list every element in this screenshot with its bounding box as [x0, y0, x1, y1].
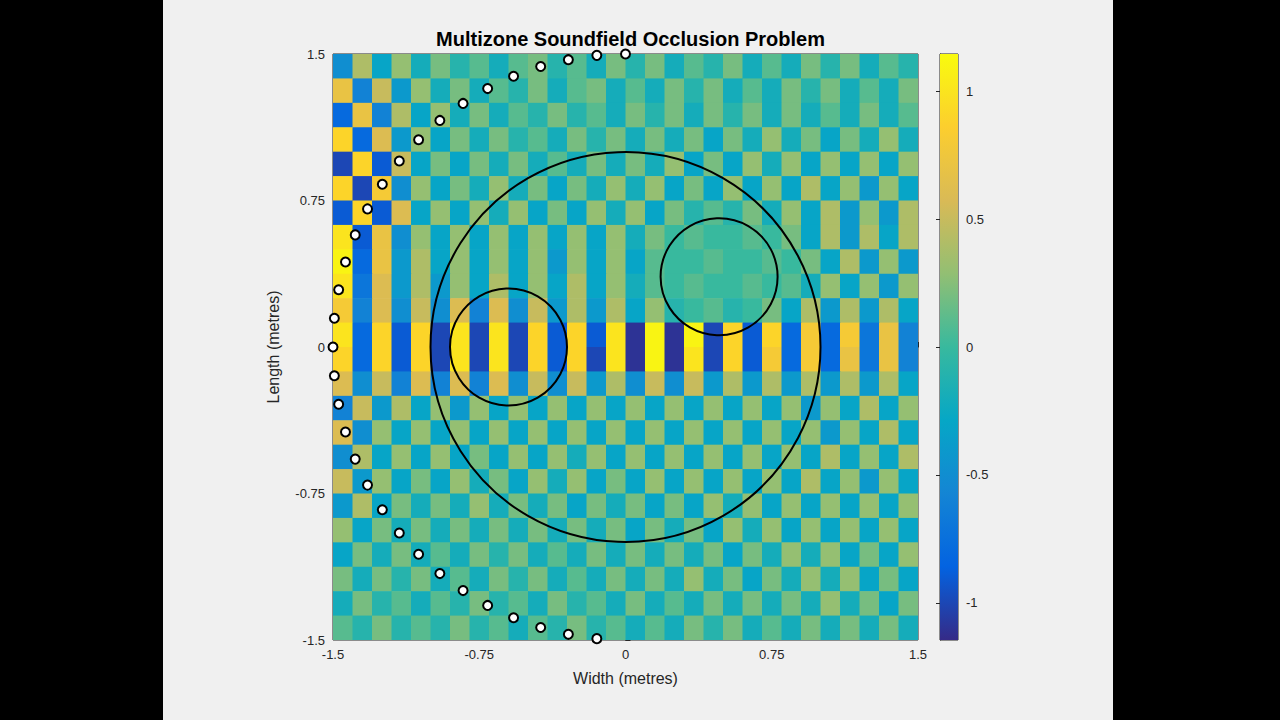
svg-text:-0.5: -0.5: [966, 467, 988, 482]
svg-text:Length (metres): Length (metres): [265, 291, 282, 404]
svg-text:-0.75: -0.75: [464, 647, 494, 662]
svg-text:0: 0: [622, 647, 629, 662]
svg-text:1.5: 1.5: [909, 647, 927, 662]
svg-text:Width (metres): Width (metres): [573, 670, 678, 687]
svg-text:1.5: 1.5: [307, 47, 325, 62]
svg-text:-1.5: -1.5: [303, 633, 325, 648]
svg-text:-1: -1: [966, 595, 978, 610]
svg-text:-1.5: -1.5: [322, 647, 344, 662]
svg-text:Multizone Soundfield Occlusion: Multizone Soundfield Occlusion Problem: [436, 28, 825, 50]
svg-text:0: 0: [966, 340, 973, 355]
svg-text:0.75: 0.75: [300, 193, 325, 208]
svg-text:1: 1: [966, 84, 973, 99]
svg-text:0: 0: [318, 340, 325, 355]
svg-text:0.75: 0.75: [759, 647, 784, 662]
svg-text:0.5: 0.5: [966, 212, 984, 227]
svg-text:-0.75: -0.75: [295, 486, 325, 501]
